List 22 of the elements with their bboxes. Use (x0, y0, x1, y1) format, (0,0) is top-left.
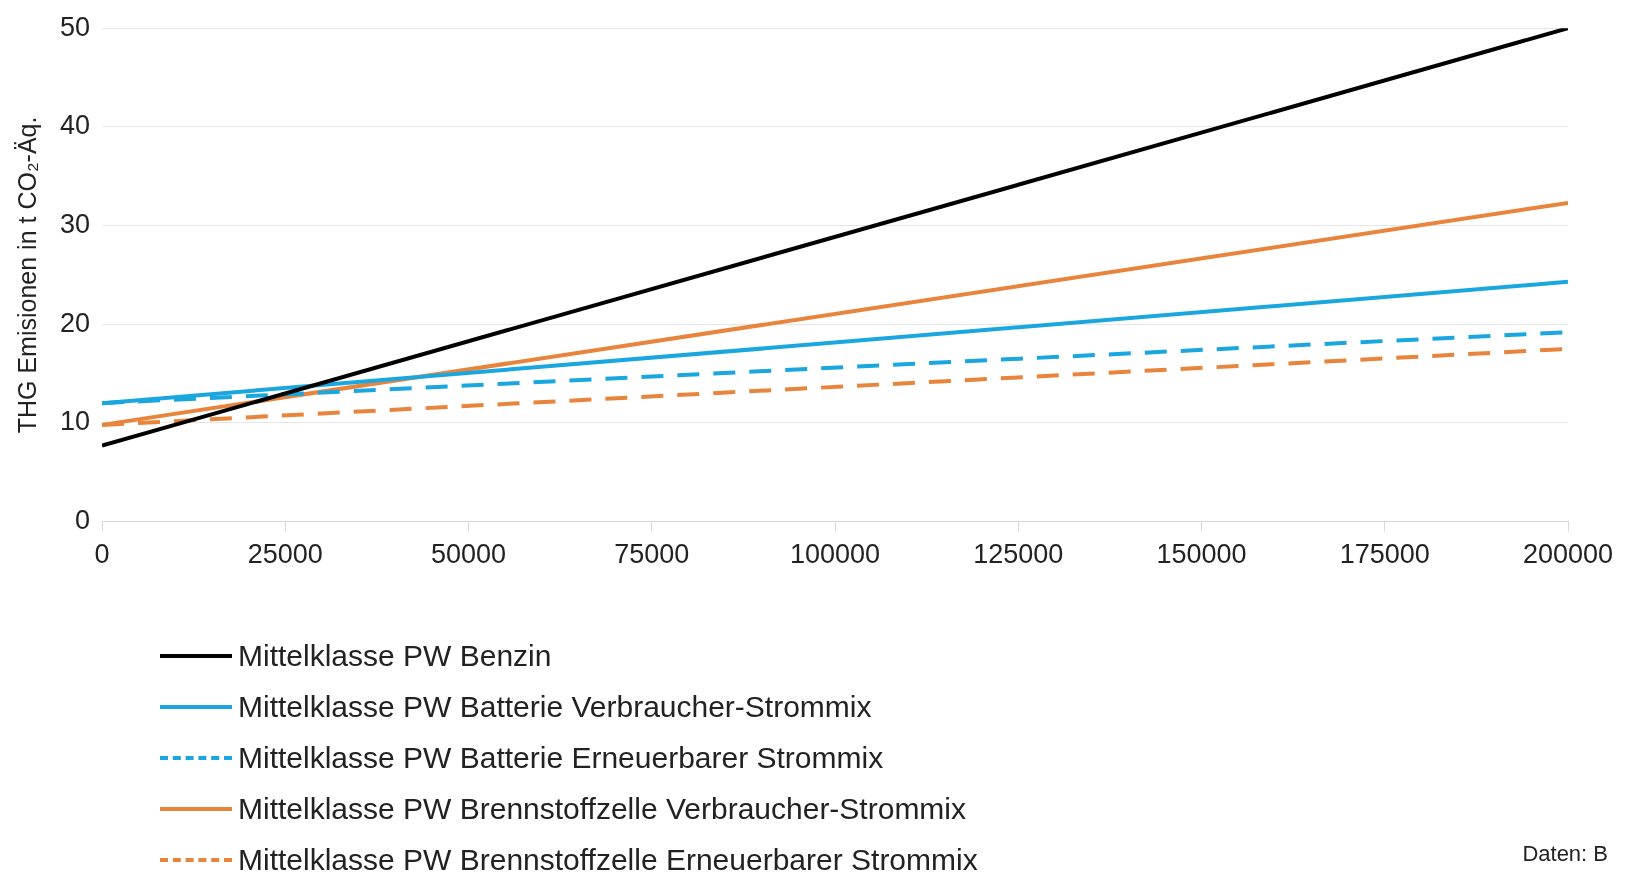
legend-label: Mittelklasse PW Brennstoffzelle Verbraucher-Strommix (238, 791, 967, 826)
x-tick-label: 200000 (1522, 539, 1614, 570)
text: Daten: B (1522, 841, 1608, 867)
x-tick-label: 50000 (430, 539, 507, 570)
y-tick-label: 10 (59, 406, 91, 437)
y-tick-label: 30 (59, 209, 91, 240)
legend-label: Mittelklasse PW Batterie Verbraucher-Strommix (238, 689, 872, 724)
legend-label: Mittelklasse PW Batterie Erneuerbarer Strommix (238, 740, 884, 775)
y-tick-label: 20 (59, 307, 91, 338)
x-tick-label: 125000 (973, 539, 1064, 570)
y-tick-label: 50 (59, 11, 91, 42)
x-tick-label: 100000 (789, 539, 881, 570)
y-tick-label: 40 (59, 110, 91, 141)
x-tick-label: 75000 (614, 539, 690, 570)
x-tick-label: 25000 (247, 539, 323, 570)
x-tick-label: 150000 (1156, 539, 1247, 570)
legend-label: Mittelklasse PW Benzin (238, 638, 552, 673)
x-tick-label: 0 (94, 539, 110, 570)
legend-label: Mittelklasse PW Brennstoffzelle Erneuerbarer Strommix (238, 842, 978, 877)
x-tick-label: 175000 (1339, 539, 1430, 570)
y-axis-title: THG Emisionen in t CO₂-Äq. (12, 116, 41, 434)
y-tick-label: 0 (75, 505, 91, 536)
